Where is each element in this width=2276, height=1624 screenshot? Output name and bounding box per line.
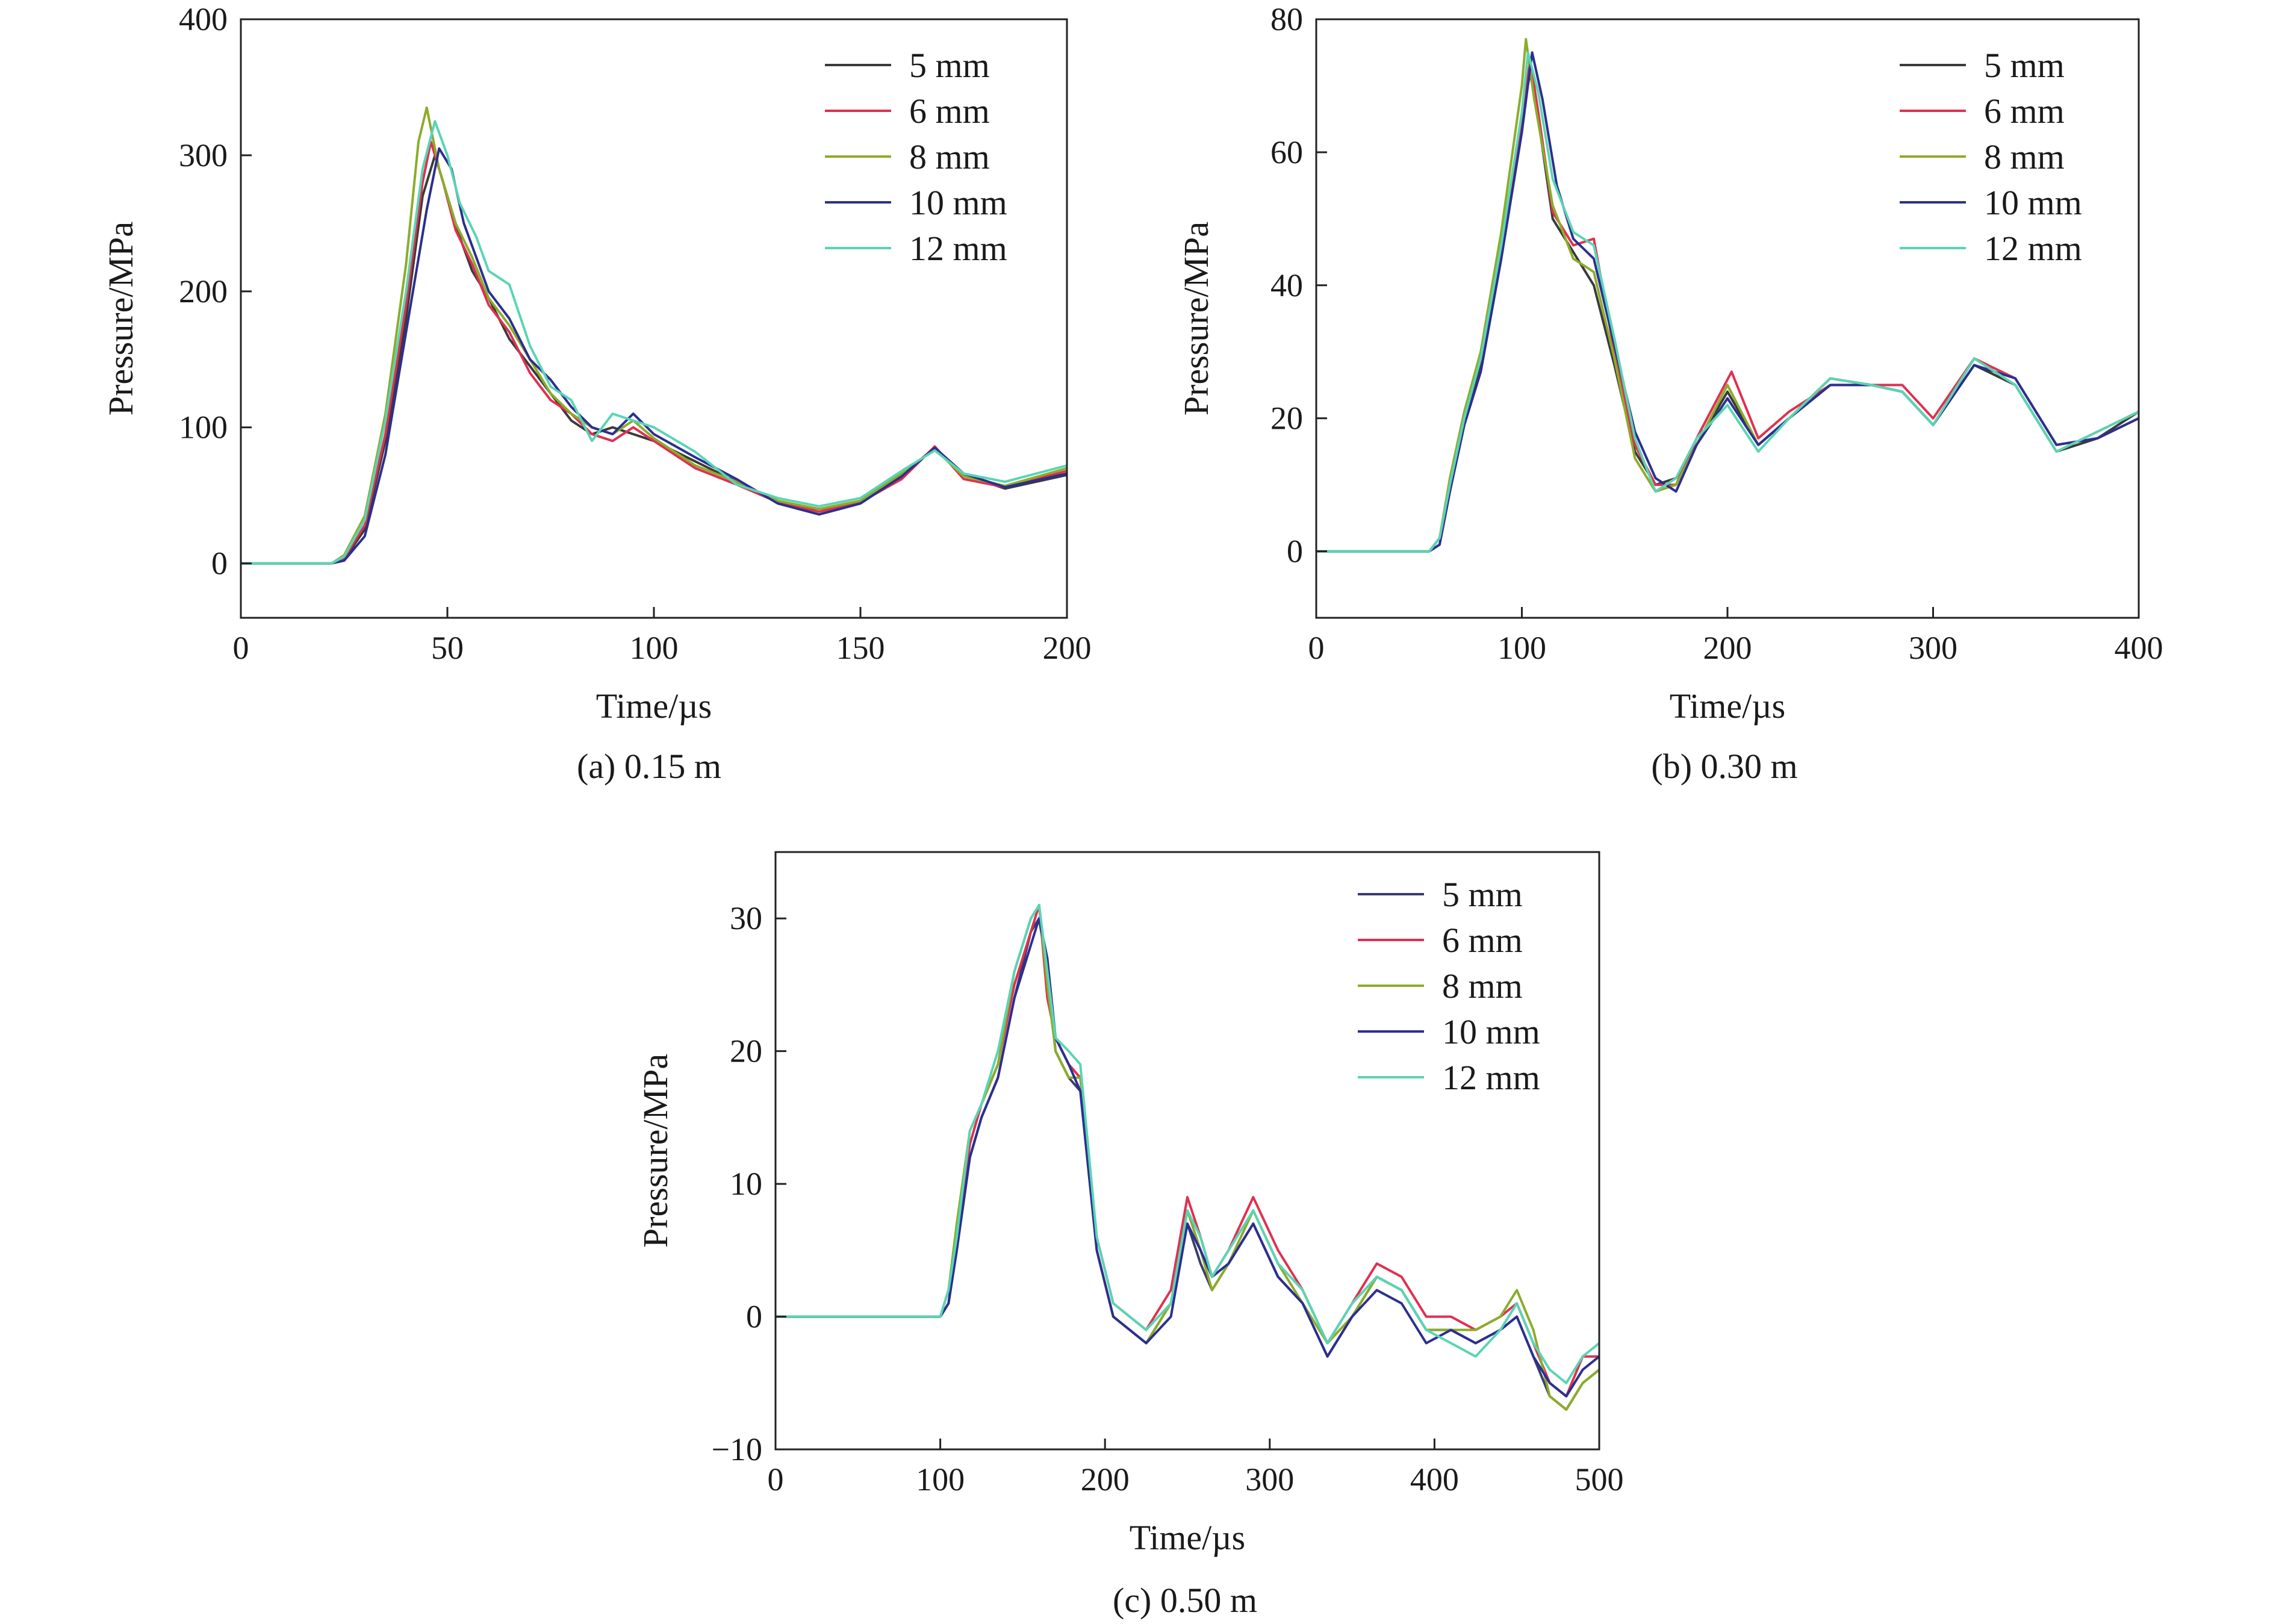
panel-caption-a: (a) 0.15 m	[577, 747, 721, 786]
x-tick-label: 100	[630, 630, 679, 666]
legend: 5 mm 6 mm 8 mm 10 mm 12 mm	[1900, 46, 2082, 268]
legend-label: 5 mm	[1984, 46, 2065, 85]
chart-panel-c: 0 100 200 300 400 500−100102030Time/µsPressur…	[636, 851, 1624, 1557]
series-line-12mm	[776, 904, 1600, 1384]
y-tick-label: 0	[1287, 534, 1303, 570]
panel-caption-c: (c) 0.50 m	[1113, 1581, 1257, 1620]
series-line-12mm	[241, 120, 1068, 565]
y-tick-label: 0	[746, 1299, 762, 1335]
legend-label: 12 mm	[909, 229, 1007, 268]
legend: 5 mm 6 mm 8 mm 10 mm 12 mm	[825, 46, 1007, 268]
x-tick-label: 50	[431, 630, 464, 666]
y-tick-label: 40	[1270, 267, 1303, 303]
legend-label: 5 mm	[1442, 875, 1523, 914]
y-tick-label: 20	[730, 1033, 762, 1069]
x-tick-label: 400	[2115, 630, 2163, 666]
x-tick-label: 300	[1245, 1461, 1294, 1498]
x-tick-label: 150	[836, 630, 885, 666]
y-tick-label: 100	[179, 409, 228, 446]
chart-panel-a: 0 50 100 150 200 0 100 200 300 400 Time/µs Pressure…	[101, 1, 1092, 726]
y-axis-label: Pressure/MPa	[101, 222, 140, 415]
x-tick-label: 400	[1410, 1461, 1459, 1498]
y-tick-label: 80	[1270, 1, 1303, 37]
y-tick-label: 20	[1270, 400, 1303, 437]
legend-label: 6 mm	[1984, 92, 2065, 131]
legend-label: 10 mm	[1984, 183, 2082, 222]
x-tick-label: 200	[1043, 630, 1092, 666]
y-tick-label: 400	[179, 1, 228, 37]
x-tick-label: 0	[233, 630, 249, 666]
legend-label: 12 mm	[1984, 229, 2082, 268]
y-tick-label: 60	[1270, 134, 1303, 170]
legend-label: 10 mm	[909, 183, 1007, 222]
chart-panel-b: 0 100 200 300 400 0 20 40 60 80 Time/µs Pressure/MP…	[1177, 1, 2163, 726]
y-tick-label: 30	[730, 900, 762, 936]
legend-label: 10 mm	[1442, 1012, 1540, 1051]
y-axis-label: Pressure/MPa	[636, 1054, 675, 1248]
legend-label: 8 mm	[1984, 137, 2065, 176]
y-axis-label: Pressure/MPa	[1177, 222, 1216, 415]
panel-caption-b: (b) 0.30 m	[1651, 747, 1797, 786]
x-tick-label: 100	[1497, 630, 1546, 666]
x-tick-label: 300	[1909, 630, 1957, 666]
x-axis-label: Time/µs	[1130, 1518, 1245, 1557]
y-tick-label: 300	[179, 137, 228, 173]
x-tick-label: 0	[768, 1461, 784, 1498]
legend-label: 6 mm	[1442, 921, 1523, 960]
x-tick-label: 100	[916, 1461, 965, 1498]
series-line-8mm	[241, 106, 1068, 565]
y-tick-label: 200	[179, 273, 228, 310]
x-axis-label: Time/µs	[1670, 686, 1785, 726]
x-tick-label: 500	[1575, 1461, 1624, 1498]
series-line-10mm	[776, 917, 1600, 1398]
legend-label: 12 mm	[1442, 1058, 1540, 1097]
plot-frame	[774, 851, 1600, 1451]
legend: 5 mm 6 mm 8 mm 10 mm 12 mm	[1358, 875, 1540, 1097]
x-tick-label: 0	[1308, 630, 1325, 666]
series-line-12mm	[1316, 51, 2139, 553]
legend-label: 8 mm	[1442, 966, 1523, 1006]
y-tick-label: 10	[730, 1166, 762, 1202]
legend-label: 6 mm	[909, 92, 990, 131]
x-axis-label: Time/µs	[596, 686, 712, 726]
series-line-6mm	[1316, 58, 2139, 553]
y-tick-label: −10	[712, 1431, 762, 1467]
x-tick-label: 200	[1703, 630, 1752, 666]
x-tick-label: 200	[1081, 1461, 1130, 1498]
legend-label: 5 mm	[909, 46, 990, 85]
y-tick-label: 0	[211, 546, 228, 582]
series-line-8mm	[776, 904, 1600, 1411]
legend-label: 8 mm	[909, 137, 990, 176]
